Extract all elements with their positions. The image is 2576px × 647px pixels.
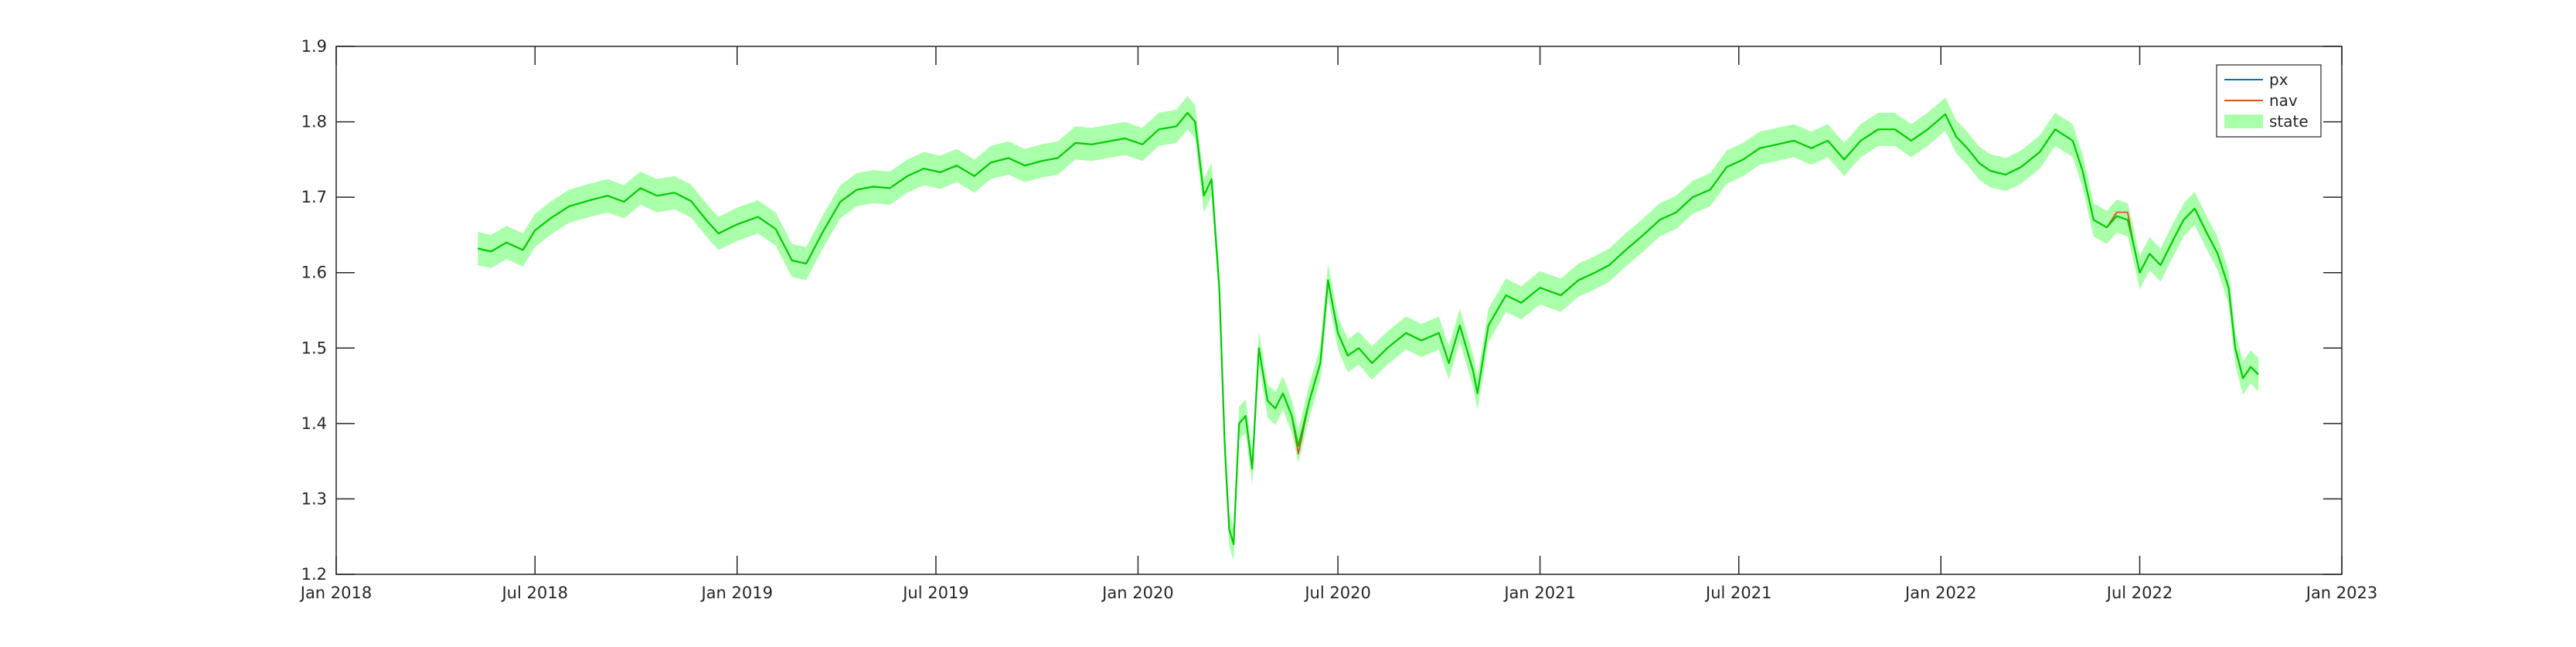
legend[interactable]: px nav state <box>2216 64 2322 138</box>
y-tick-label: 1.4 <box>301 414 327 433</box>
y-axis: 1.2 1.3 1.4 1.5 1.6 1.7 1.8 1.9 <box>301 37 2342 584</box>
legend-swatch-state <box>2224 114 2263 128</box>
x-tick-label: Jan 2019 <box>699 584 773 602</box>
y-tick-label: 1.6 <box>301 264 327 282</box>
plot-area-frame <box>335 46 2343 575</box>
y-tick-label: 1.5 <box>301 339 327 357</box>
x-tick-label: Jul 2021 <box>1704 584 1771 602</box>
y-tick-label: 1.8 <box>301 113 327 131</box>
legend-label-nav: nav <box>2269 91 2298 110</box>
x-tick-label: Jan 2022 <box>1904 584 1977 602</box>
x-tick-label: Jan 2021 <box>1502 584 1576 602</box>
x-tick-label: Jul 2022 <box>2105 584 2173 602</box>
legend-label-px: px <box>2269 70 2288 89</box>
y-tick-label: 1.3 <box>301 489 327 508</box>
x-tick-label: Jan 2020 <box>1101 584 1174 602</box>
y-tick-label: 1.7 <box>301 188 327 206</box>
x-tick-label: Jul 2020 <box>1303 584 1370 602</box>
x-tick-label: Jan 2018 <box>299 584 373 602</box>
x-axis: Jan 2018 Jul 2018 Jan 2019 Jul 2019 Jan 2020… <box>299 46 2378 602</box>
y-tick-label: 1.2 <box>301 565 327 584</box>
series-line-state <box>478 111 2259 546</box>
legend-label-state: state <box>2269 112 2309 131</box>
series-layer <box>478 111 2259 546</box>
x-tick-label: Jan 2023 <box>2305 584 2378 602</box>
y-tick-label: 1.9 <box>301 37 327 56</box>
x-tick-label: Jul 2019 <box>901 584 968 602</box>
x-tick-label: Jul 2018 <box>500 584 567 602</box>
